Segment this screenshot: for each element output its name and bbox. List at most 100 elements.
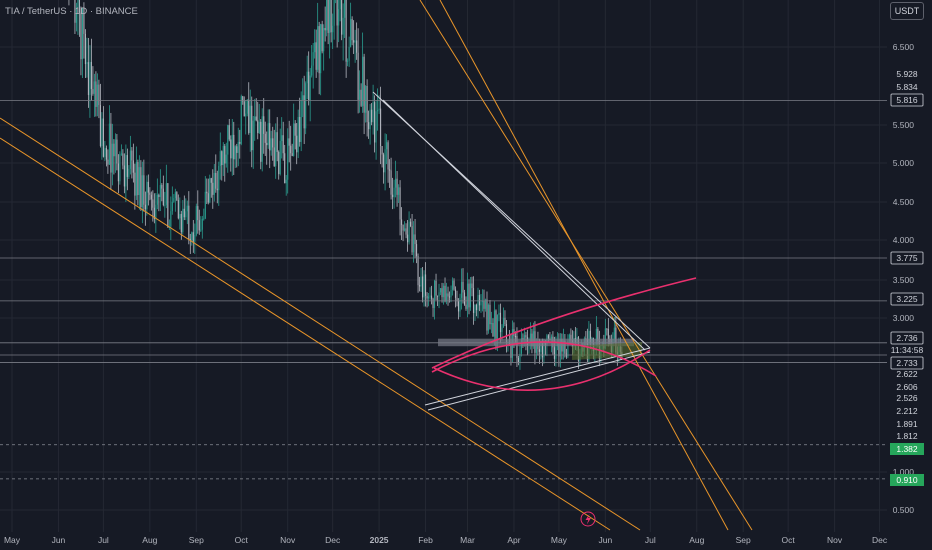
- candle: [176, 191, 178, 202]
- candle: [221, 150, 223, 181]
- candle: [231, 119, 233, 176]
- candle: [318, 21, 320, 95]
- candle: [137, 159, 139, 206]
- candle: [168, 219, 170, 230]
- candle: [228, 119, 230, 142]
- candle: [275, 123, 277, 179]
- candle: [105, 145, 107, 167]
- time-tick-label: Aug: [689, 535, 704, 545]
- candle: [350, 2, 352, 48]
- trendline[interactable]: [0, 117, 641, 531]
- candle: [267, 109, 269, 149]
- price-label: 2.736: [890, 331, 924, 345]
- candle: [177, 194, 179, 220]
- candle: [502, 307, 505, 328]
- svg-text:1.382: 1.382: [896, 444, 918, 454]
- candle: [89, 45, 91, 118]
- candle: [303, 75, 305, 145]
- candle: [149, 187, 151, 201]
- candle: [417, 253, 419, 293]
- curve-drawings[interactable]: [431, 277, 697, 391]
- candle: [362, 32, 364, 113]
- candle: [225, 142, 227, 168]
- candle: [490, 311, 493, 334]
- trendline[interactable]: [439, 0, 729, 531]
- time-tick-label: Nov: [280, 535, 296, 545]
- candle: [460, 268, 463, 310]
- lightning-icon[interactable]: [580, 511, 596, 527]
- candle: [565, 348, 567, 359]
- candle: [125, 144, 127, 202]
- candle: [454, 286, 457, 308]
- candle: [203, 208, 205, 221]
- pink-curve[interactable]: [431, 277, 697, 369]
- candle: [386, 134, 388, 165]
- candle: [147, 174, 149, 206]
- svg-text:5.834: 5.834: [896, 82, 918, 92]
- candle: [74, 0, 76, 35]
- candle: [302, 78, 304, 118]
- candle: [173, 194, 175, 203]
- candle: [299, 97, 301, 147]
- svg-text:1.891: 1.891: [896, 419, 918, 429]
- candle: [287, 128, 289, 194]
- candle: [279, 128, 281, 176]
- candle: [330, 0, 332, 43]
- trendlines[interactable]: [0, 0, 753, 531]
- candle: [336, 0, 338, 48]
- candle: [111, 123, 113, 186]
- candle: [186, 200, 188, 225]
- candle: [135, 146, 137, 201]
- candle: [116, 134, 118, 171]
- candle: [354, 29, 356, 63]
- candle: [155, 193, 157, 233]
- price-label: 5.928: [896, 69, 918, 79]
- candle: [456, 290, 458, 307]
- candle: [489, 299, 491, 330]
- trendline[interactable]: [427, 351, 651, 411]
- candle: [132, 143, 134, 183]
- candle: [404, 221, 406, 232]
- trendline[interactable]: [0, 137, 611, 531]
- candle: [427, 292, 430, 307]
- trendline[interactable]: [382, 99, 646, 351]
- candle: [90, 38, 92, 101]
- trendline[interactable]: [419, 0, 753, 531]
- time-tick-label: May: [551, 535, 568, 545]
- candle: [315, 29, 317, 78]
- pink-curve[interactable]: [431, 341, 657, 377]
- time-axis: [0, 532, 932, 550]
- candle: [249, 89, 251, 152]
- candle: [291, 143, 293, 157]
- candle: [98, 79, 100, 119]
- time-tick-label: Jul: [98, 535, 109, 545]
- time-tick-label: Feb: [418, 535, 433, 545]
- candle: [78, 0, 80, 37]
- candle: [516, 327, 518, 367]
- currency-button[interactable]: USDT: [890, 2, 924, 20]
- candle: [237, 127, 239, 167]
- candle: [165, 164, 167, 209]
- candle: [210, 177, 212, 198]
- trendline[interactable]: [424, 347, 651, 406]
- candle: [327, 0, 329, 45]
- candle: [255, 98, 257, 122]
- candle: [290, 125, 292, 171]
- candle: [306, 55, 308, 99]
- candle: [170, 196, 172, 241]
- time-tick-label: 2025: [370, 535, 389, 545]
- candle: [134, 163, 136, 210]
- candle: [341, 0, 343, 41]
- candle: [300, 91, 302, 152]
- candle: [251, 96, 253, 168]
- candle: [162, 175, 164, 207]
- time-tick-label: Sep: [736, 535, 751, 545]
- candle: [393, 179, 395, 209]
- pink-curve[interactable]: [433, 349, 651, 391]
- price-label: 2.212: [896, 406, 918, 416]
- candle: [457, 298, 460, 320]
- candle: [288, 120, 290, 163]
- svg-text:2.212: 2.212: [896, 406, 918, 416]
- candle: [332, 13, 334, 50]
